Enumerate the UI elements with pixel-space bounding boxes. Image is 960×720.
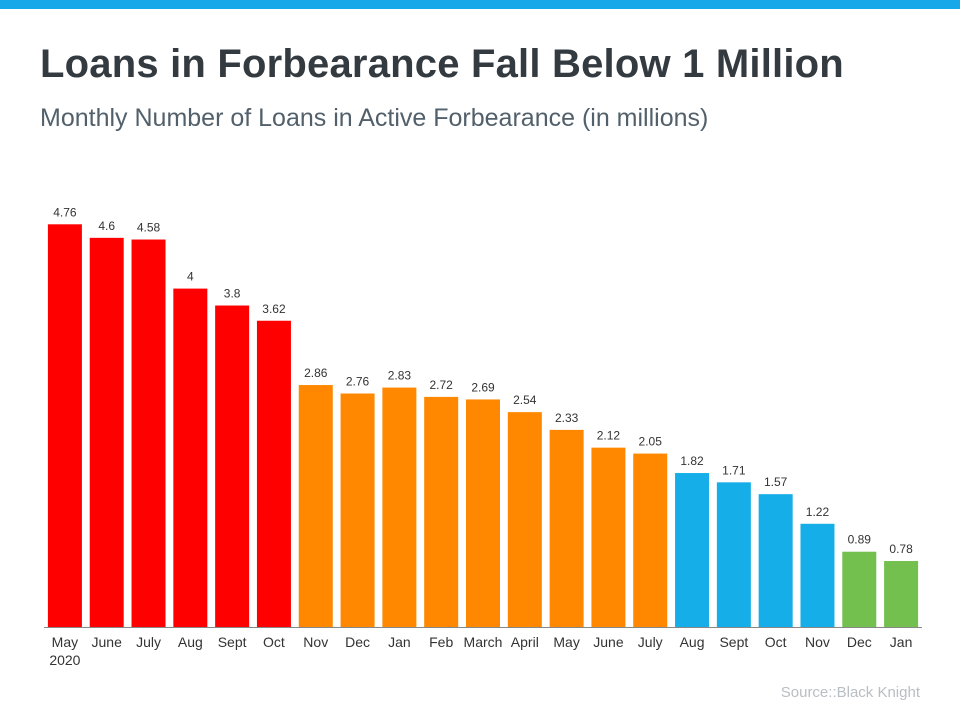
bar-5 <box>215 305 250 627</box>
category-label-20: Dec <box>847 634 872 650</box>
category-label-17: Sept <box>719 634 748 650</box>
category-label-19: Nov <box>805 634 830 650</box>
bar-3 <box>131 239 166 627</box>
category-label-7: Nov <box>303 634 328 650</box>
value-label-18: 1.57 <box>764 475 788 489</box>
bar-9 <box>382 387 417 627</box>
category-sublabel-1: 2020 <box>49 652 80 668</box>
value-label-11: 2.69 <box>471 380 495 394</box>
bar-1 <box>47 224 82 628</box>
category-label-8: Dec <box>345 634 370 650</box>
category-label-15: July <box>638 634 663 650</box>
bars-group <box>47 224 919 628</box>
value-label-9: 2.83 <box>388 369 412 383</box>
value-label-12: 2.54 <box>513 393 537 407</box>
bar-4 <box>173 288 208 627</box>
value-label-17: 1.71 <box>722 463 746 477</box>
bar-2 <box>89 237 124 627</box>
category-label-5: Sept <box>218 634 247 650</box>
category-label-10: Feb <box>429 634 453 650</box>
bar-21 <box>884 561 919 627</box>
value-label-21: 0.78 <box>889 542 913 556</box>
category-label-6: Oct <box>263 634 285 650</box>
bar-13 <box>549 429 584 627</box>
category-label-4: Aug <box>178 634 203 650</box>
bar-17 <box>716 482 751 627</box>
category-label-1: May <box>52 634 78 650</box>
category-label-3: July <box>136 634 161 650</box>
bar-11 <box>466 399 500 627</box>
category-label-2: June <box>92 634 123 650</box>
category-label-12: April <box>511 634 539 650</box>
value-label-1: 4.76 <box>53 205 77 219</box>
source-note: Source::Black Knight <box>780 684 920 701</box>
value-label-14: 2.12 <box>597 429 621 443</box>
value-label-3: 4.58 <box>137 221 161 235</box>
category-label-13: May <box>553 634 579 650</box>
bar-14 <box>591 447 626 627</box>
value-label-20: 0.89 <box>848 533 872 547</box>
category-labels-group: May 2020 June July Aug Sept Oct Nov Dec Jan Feb Mar… <box>49 634 912 668</box>
top-accent-bar <box>0 0 960 9</box>
category-label-11: March <box>464 634 503 650</box>
value-labels-group: 4.76 4.6 4.58 4 3.8 3.62 2.86 2.76 2.83 2.72 2.69 2… <box>53 205 913 556</box>
category-label-16: Aug <box>680 634 705 650</box>
value-label-6: 3.62 <box>262 302 286 316</box>
value-label-8: 2.76 <box>346 375 370 389</box>
value-label-13: 2.33 <box>555 411 579 425</box>
bar-12 <box>507 412 542 627</box>
value-label-5: 3.8 <box>224 287 241 301</box>
chart-subtitle: Monthly Number of Loans in Active Forbea… <box>40 104 709 132</box>
category-label-14: June <box>593 634 624 650</box>
value-label-19: 1.22 <box>806 505 830 519</box>
value-label-7: 2.86 <box>304 366 328 380</box>
bar-20 <box>842 551 877 627</box>
value-label-2: 4.6 <box>98 219 115 233</box>
bar-7 <box>298 385 333 627</box>
bar-8 <box>340 393 375 627</box>
bar-10 <box>424 396 459 627</box>
value-label-16: 1.82 <box>680 454 704 468</box>
category-label-21: Jan <box>890 634 913 650</box>
value-label-4: 4 <box>187 270 194 284</box>
bar-15 <box>633 453 668 627</box>
bar-16 <box>675 473 710 627</box>
bar-19 <box>800 523 835 627</box>
category-label-9: Jan <box>388 634 411 650</box>
value-label-10: 2.72 <box>430 378 454 392</box>
bar-18 <box>758 494 793 627</box>
category-label-18: Oct <box>765 634 787 650</box>
value-label-15: 2.05 <box>639 435 663 449</box>
bar-6 <box>256 320 291 627</box>
chart-title: Loans in Forbearance Fall Below 1 Millio… <box>40 42 844 86</box>
